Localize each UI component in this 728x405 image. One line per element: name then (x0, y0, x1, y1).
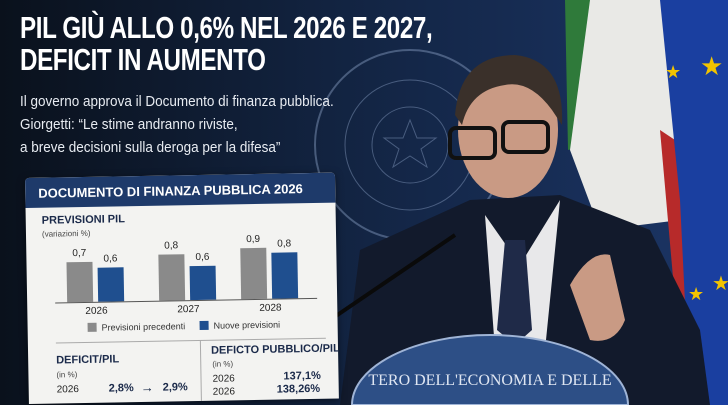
debt-row-1-value: 137,1% (283, 369, 321, 383)
legend-label-new: Nuove previsioni (213, 319, 281, 331)
debt-row-1-year: 2026 (212, 373, 235, 385)
data-label-2028-old: 0,9 (246, 233, 261, 245)
deficit-row-to: 2,9% (162, 381, 188, 394)
data-label-2026-old: 0,7 (72, 248, 87, 260)
legend-new: Nuove previsioni (199, 319, 281, 331)
svg-text:★: ★ (700, 51, 723, 81)
pil-title: PREVISIONI PIL (41, 213, 125, 227)
bar-2027-old (158, 254, 186, 301)
podium-seal: TERO DELL'ECONOMIA E DELLE (350, 334, 630, 405)
legend-old: Previsioni precedenti (87, 321, 186, 333)
debt-row-2-year: 2026 (212, 386, 236, 398)
svg-text:TERO DELL'ECONOMIA E DELLE: TERO DELL'ECONOMIA E DELLE (368, 372, 611, 389)
subtitle-line-2: Giorgetti: “Le stime andranno riviste, (20, 116, 238, 133)
debt-row-2-value: 138,26% (276, 382, 321, 396)
bar-2027-new (189, 265, 217, 301)
bar-2028-new (271, 252, 299, 299)
data-label-2027-new: 0,6 (195, 251, 210, 263)
eu-flag: ★ ★ ★ ★ (660, 0, 728, 405)
subtitle-line-1: Il governo approva il Documento di finan… (20, 93, 334, 110)
dfp-infographic-card: DOCUMENTO DI FINANZA PUBBLICA 2026 PREVI… (25, 172, 339, 404)
bar-2028-old (240, 247, 268, 300)
data-label-2027-old: 0,8 (164, 240, 179, 252)
svg-text:★: ★ (712, 273, 728, 295)
svg-text:★: ★ (688, 284, 704, 304)
card-title: DOCUMENTO DI FINANZA PUBBLICA 2026 (25, 172, 336, 208)
svg-text:★: ★ (665, 62, 681, 82)
pil-unit: (variazioni %) (41, 228, 91, 239)
legend-swatch-old (87, 322, 97, 332)
bar-2026-new (97, 267, 125, 302)
deficit-title: DEFICIT/PIL (56, 353, 120, 367)
arrow-right-icon: → (140, 379, 154, 396)
legend-label-old: Previsioni precedenti (101, 321, 186, 333)
deficit-row-year: 2026 (56, 384, 80, 396)
subtitle-line-3: a breve decisioni sulla deroga per la di… (20, 139, 281, 156)
debt-title: DEFICTO PUBBLICO/PIL (210, 342, 339, 357)
data-label-2026-new: 0,6 (103, 253, 118, 265)
data-label-2028-new: 0,8 (277, 238, 292, 250)
column-divider (199, 339, 202, 401)
headline-line-2: DEFICIT IN AUMENTO (20, 42, 266, 77)
debt-unit: (in %) (212, 359, 234, 369)
legend-swatch-new (199, 320, 209, 330)
deficit-unit: (in %) (56, 370, 78, 380)
headline-line-1: PIL GIÙ ALLO 0,6% NEL 2026 E 2027, (20, 10, 433, 45)
x-tick-label: 2026 (85, 305, 108, 317)
x-tick-label: 2028 (259, 302, 282, 314)
deficit-row-from: 2,8% (108, 382, 134, 395)
x-tick-label: 2027 (177, 303, 200, 316)
bar-2026-old (66, 261, 94, 303)
